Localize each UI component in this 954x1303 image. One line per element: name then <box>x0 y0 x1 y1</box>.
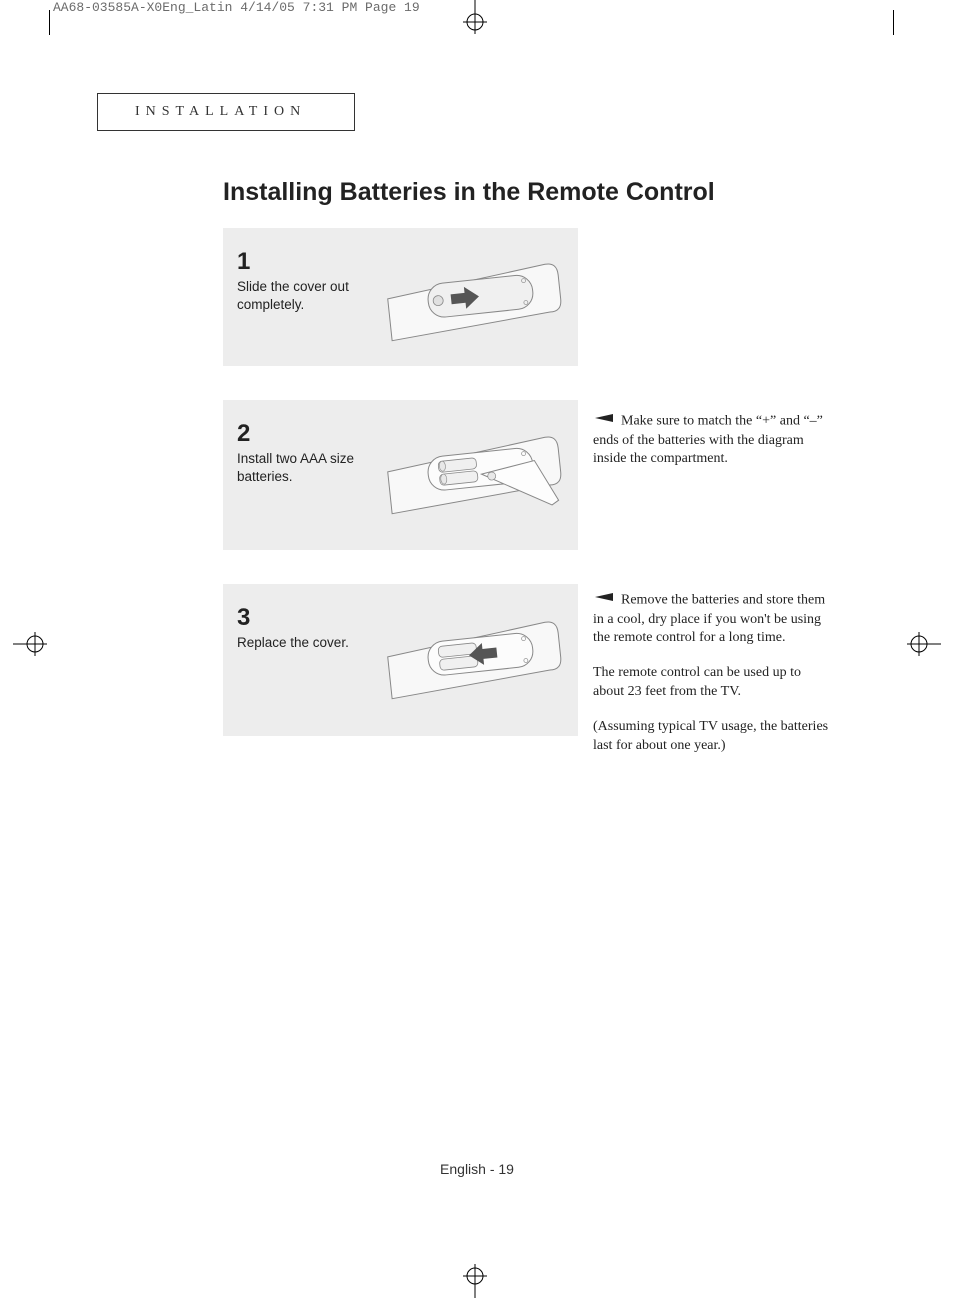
trim-mark-right <box>893 10 894 35</box>
note-text-3a: Remove the batteries and store them in a… <box>593 593 825 646</box>
step-block-1: 1 Slide the cover out completely. <box>223 228 578 366</box>
cropmark-right <box>901 624 941 669</box>
step-note-3: Remove the batteries and store them in a… <box>593 591 831 772</box>
remote-replace-cover-icon <box>383 600 563 720</box>
step-text-3: 3 Replace the cover. <box>237 598 382 722</box>
note-arrow-icon <box>593 412 613 431</box>
step-note-2: Make sure to match the “+” and “–” ends … <box>593 412 831 485</box>
step-text-1: 1 Slide the cover out completely. <box>237 242 382 352</box>
section-label-box: INSTALLATION <box>97 93 355 131</box>
step-desc-3: Replace the cover. <box>237 634 382 652</box>
step-number-2: 2 <box>237 420 382 448</box>
note-text-2: Make sure to match the “+” and “–” ends … <box>593 414 823 467</box>
cropmark-bottom <box>455 1258 495 1303</box>
page-title: Installing Batteries in the Remote Contr… <box>223 178 715 207</box>
step-desc-2: Install two AAA size batteries. <box>237 450 382 486</box>
step-block-2: 2 Install two AAA size batteries. <box>223 400 578 550</box>
step-illustration-1 <box>382 242 564 352</box>
step-illustration-3 <box>382 598 564 722</box>
cropmark-top <box>455 0 495 45</box>
note-text-3c: (Assuming typical TV usage, the batterie… <box>593 718 831 756</box>
step-desc-1: Slide the cover out completely. <box>237 278 382 314</box>
step-number-1: 1 <box>237 248 382 276</box>
section-label: INSTALLATION <box>135 104 306 120</box>
cropmark-left <box>13 624 53 669</box>
step-block-3: 3 Replace the cover. <box>223 584 578 736</box>
note-text-3b: The remote control can be used up to abo… <box>593 664 831 702</box>
step-number-3: 3 <box>237 604 382 632</box>
print-header-slug: AA68-03585A-X0Eng_Latin 4/14/05 7:31 PM … <box>53 0 420 15</box>
note-arrow-icon <box>593 591 613 610</box>
remote-slide-cover-icon <box>383 242 563 352</box>
remote-install-batteries-icon <box>383 415 563 535</box>
trim-mark-left <box>49 10 50 35</box>
page-footer: English - 19 <box>0 1161 954 1177</box>
step-illustration-2 <box>382 414 564 536</box>
step-text-2: 2 Install two AAA size batteries. <box>237 414 382 536</box>
